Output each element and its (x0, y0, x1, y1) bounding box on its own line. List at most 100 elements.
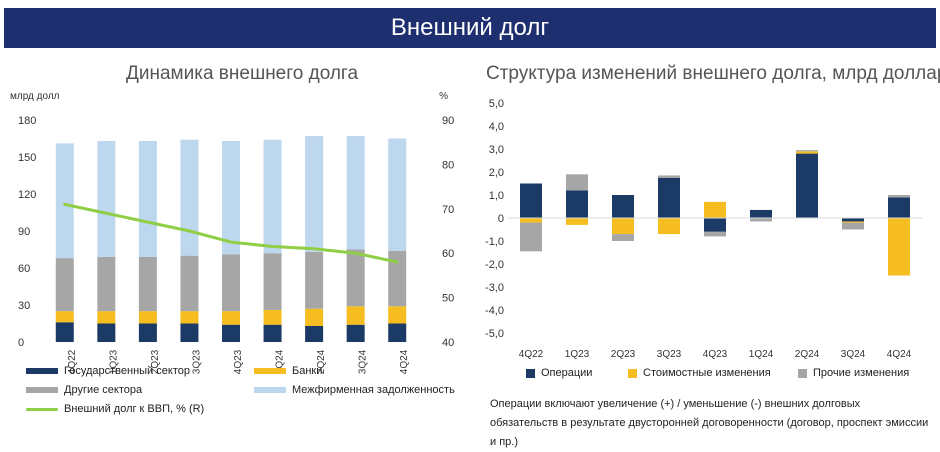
legend-item: Государственный сектор (26, 365, 190, 377)
bar-segment (566, 174, 588, 191)
y-tick-label: 150 (18, 152, 36, 164)
bar-segment (97, 323, 116, 342)
external-debt-changes-chart: 5,0 4,0 3,0 2,0 1,0 0 -1,0 -2,0 -3,0 -4,0 -5,0 4Q22… (485, 98, 922, 360)
bar-segment (612, 234, 634, 241)
legend-item-line: Внешний долг к ВВП, % (R) (26, 403, 204, 415)
bar-segment (97, 311, 116, 324)
legend-item: Операции (526, 367, 592, 379)
bar-segment (305, 136, 324, 252)
bar-segment (796, 151, 818, 154)
right-chart-title: Структура изменений внешнего долга, млрд… (486, 63, 940, 84)
bar-segment (888, 218, 910, 276)
left-chart-title: Динамика внешнего долга (126, 63, 359, 84)
bar-segment (180, 323, 199, 342)
external-debt-dynamics-panel: Динамика внешнего долга млрд долл% 0 30 60 9… (6, 55, 458, 430)
y-tick-label: 3,0 (489, 144, 504, 156)
y2-tick-label: 70 (442, 204, 454, 216)
bar-segment (842, 221, 864, 223)
external-debt-dynamics-chart: млрд долл % 0 30 60 90 120 150 180 40 50 60 70 80 90 4Q… (10, 91, 454, 374)
bar-segment (388, 138, 407, 251)
bar-segment (55, 311, 74, 323)
legend-label: Операции (541, 367, 593, 379)
operations-footnote: Операции включают увеличение (+) / умень… (490, 398, 929, 448)
bar-segment (566, 190, 588, 218)
bar-segment (346, 136, 365, 250)
legend-item: Банки (254, 365, 322, 377)
bar-segment (180, 255, 199, 312)
legend-swatch (628, 368, 637, 378)
x-tick-label: 2Q23 (611, 349, 636, 360)
bar-segment (138, 323, 157, 342)
y-tick-label: -2,0 (485, 259, 504, 271)
bar-segment (222, 254, 240, 312)
bar-segment (750, 209, 772, 218)
bar-segment (388, 306, 407, 324)
y-tick-label: 90 (18, 226, 30, 238)
x-tick-label: 1Q24 (749, 349, 774, 360)
bar-segment (388, 323, 407, 342)
bar-segment (566, 218, 588, 225)
x-tick-label: 4Q24 (399, 349, 410, 374)
bar-segment (180, 311, 199, 324)
legend-label: Стоимостные изменения (643, 367, 771, 379)
x-tick-label: 2Q24 (316, 349, 327, 374)
y2-tick-label: 50 (442, 293, 454, 305)
x-tick-label: 4Q22 (67, 349, 78, 374)
bar-segment (888, 195, 910, 198)
bar-segment (796, 153, 818, 218)
x-tick-label: 3Q24 (841, 349, 866, 360)
bar-segment (305, 308, 324, 326)
x-tick-label: 4Q24 (887, 349, 912, 360)
y2-tick-label: 90 (442, 115, 454, 127)
y-tick-label: 30 (18, 300, 30, 312)
legend-item: Межфирменная задолженность (254, 384, 455, 396)
y-tick-label: 2,0 (489, 167, 504, 179)
bar-segment (55, 258, 74, 312)
bar-segment (704, 231, 726, 237)
bar-segment (658, 175, 680, 178)
bar-segment (305, 325, 324, 342)
y-axis-label: млрд долл (10, 91, 60, 102)
legend-swatch (254, 387, 286, 393)
bar-segment (138, 140, 157, 257)
x-tick-label: 2Q23 (150, 349, 161, 374)
bar-segment (612, 195, 634, 218)
legend-item: Другие сектора (26, 384, 142, 396)
bar-segment (263, 253, 282, 310)
legend-swatch (526, 368, 535, 378)
bar-segment (842, 218, 864, 222)
bar-segment (704, 201, 726, 218)
bar-segment (346, 249, 365, 307)
legend-item: Прочие изменения (798, 367, 909, 379)
x-tick-label: 1Q23 (108, 349, 119, 374)
y-tick-label: 120 (18, 189, 36, 201)
bar-segment (388, 250, 407, 307)
bar-segment (658, 177, 680, 218)
bar-segment (97, 140, 116, 257)
y2-tick-label: 40 (442, 337, 454, 349)
y-tick-label: 0 (18, 337, 24, 349)
bar-segment (750, 218, 772, 222)
x-tick-label: 4Q23 (233, 349, 244, 374)
x-tick-label: 3Q23 (191, 349, 202, 374)
y2-axis-label: % (439, 91, 448, 102)
debt-to-gdp-line (63, 202, 399, 264)
bar-segment (346, 324, 365, 342)
bar-segment (796, 150, 818, 152)
bar-segment (520, 218, 542, 223)
legend-label: Банки (292, 365, 323, 377)
bar-segment (55, 143, 74, 259)
bar-segment (520, 183, 542, 218)
bar-segment (55, 322, 74, 342)
y-tick-label: 4,0 (489, 121, 504, 133)
page-title: Внешний долг (390, 14, 550, 41)
bar-segment (222, 311, 240, 325)
y-tick-label: 0 (498, 213, 504, 225)
legend-swatch (798, 368, 807, 378)
legend-label: Государственный сектор (64, 365, 190, 377)
legend-label: Прочие изменения (813, 367, 910, 379)
y-tick-label: 180 (18, 115, 36, 127)
x-tick-label: 2Q24 (795, 349, 820, 360)
bar-segment (520, 222, 542, 252)
bar-segment (888, 197, 910, 218)
